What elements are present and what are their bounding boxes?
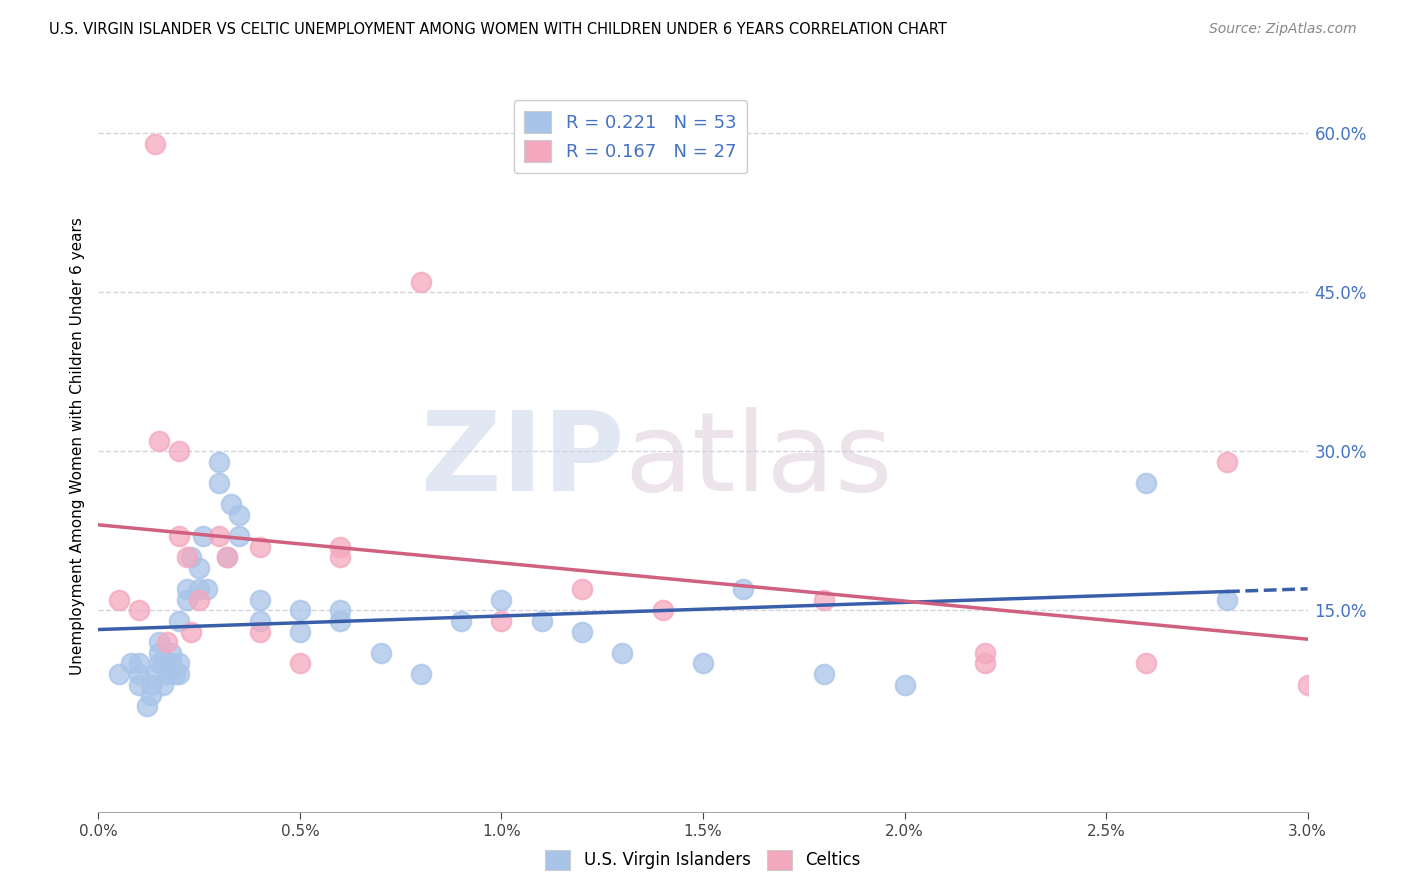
Point <box>180 624 202 639</box>
Point <box>107 592 129 607</box>
Y-axis label: Unemployment Among Women with Children Under 6 years: Unemployment Among Women with Children U… <box>69 217 84 675</box>
Point <box>160 657 183 671</box>
Point <box>208 455 231 469</box>
Point <box>1135 476 1157 491</box>
Point <box>571 624 593 639</box>
Point <box>288 624 311 639</box>
Point <box>329 603 352 617</box>
Point <box>188 592 211 607</box>
Legend: R = 0.221   N = 53, R = 0.167   N = 27: R = 0.221 N = 53, R = 0.167 N = 27 <box>513 100 748 173</box>
Point <box>167 444 190 458</box>
Point <box>167 657 190 671</box>
Point <box>249 592 271 607</box>
Point <box>571 582 593 596</box>
Point <box>491 592 513 607</box>
Point <box>188 561 211 575</box>
Point <box>733 582 755 596</box>
Point <box>188 582 211 596</box>
Point <box>167 667 190 681</box>
Point <box>143 667 166 681</box>
Point <box>370 646 392 660</box>
Point <box>1216 455 1239 469</box>
Text: atlas: atlas <box>624 407 893 514</box>
Point <box>249 624 271 639</box>
Point <box>107 667 129 681</box>
Point <box>692 657 714 671</box>
Point <box>128 657 150 671</box>
Point <box>148 434 170 448</box>
Point <box>813 667 835 681</box>
Text: ZIP: ZIP <box>420 407 624 514</box>
Point <box>148 657 170 671</box>
Point <box>409 275 432 289</box>
Point <box>208 476 231 491</box>
Point <box>612 646 634 660</box>
Point <box>221 497 243 511</box>
Point <box>128 603 150 617</box>
Text: Source: ZipAtlas.com: Source: ZipAtlas.com <box>1209 22 1357 37</box>
Point <box>329 550 352 565</box>
Legend: U.S. Virgin Islanders, Celtics: U.S. Virgin Islanders, Celtics <box>538 843 868 877</box>
Point <box>143 136 166 151</box>
Point <box>228 529 250 543</box>
Point <box>139 677 162 691</box>
Text: U.S. VIRGIN ISLANDER VS CELTIC UNEMPLOYMENT AMONG WOMEN WITH CHILDREN UNDER 6 YE: U.S. VIRGIN ISLANDER VS CELTIC UNEMPLOYM… <box>49 22 948 37</box>
Point <box>249 540 271 554</box>
Point <box>491 614 513 628</box>
Point <box>120 657 142 671</box>
Point <box>128 677 150 691</box>
Point <box>249 614 271 628</box>
Point <box>288 657 311 671</box>
Point <box>329 614 352 628</box>
Point <box>228 508 250 522</box>
Point <box>813 592 835 607</box>
Point <box>160 646 183 660</box>
Point <box>651 603 673 617</box>
Point <box>139 688 162 702</box>
Point <box>208 529 231 543</box>
Point <box>152 677 174 691</box>
Point <box>167 529 190 543</box>
Point <box>217 550 239 565</box>
Point <box>180 550 202 565</box>
Point <box>176 582 198 596</box>
Point <box>530 614 553 628</box>
Point <box>974 657 997 671</box>
Point <box>974 646 997 660</box>
Point <box>1135 657 1157 671</box>
Point <box>193 529 215 543</box>
Point <box>167 614 190 628</box>
Point <box>195 582 218 596</box>
Point <box>176 550 198 565</box>
Point <box>152 657 174 671</box>
Point <box>128 667 150 681</box>
Point <box>409 667 432 681</box>
Point <box>329 540 352 554</box>
Point <box>148 646 170 660</box>
Point <box>1216 592 1239 607</box>
Point <box>1296 677 1319 691</box>
Point <box>156 667 179 681</box>
Point <box>450 614 472 628</box>
Point <box>176 592 198 607</box>
Point <box>288 603 311 617</box>
Point <box>893 677 915 691</box>
Point <box>135 698 157 713</box>
Point <box>148 635 170 649</box>
Point <box>163 667 186 681</box>
Point <box>217 550 239 565</box>
Point <box>156 635 179 649</box>
